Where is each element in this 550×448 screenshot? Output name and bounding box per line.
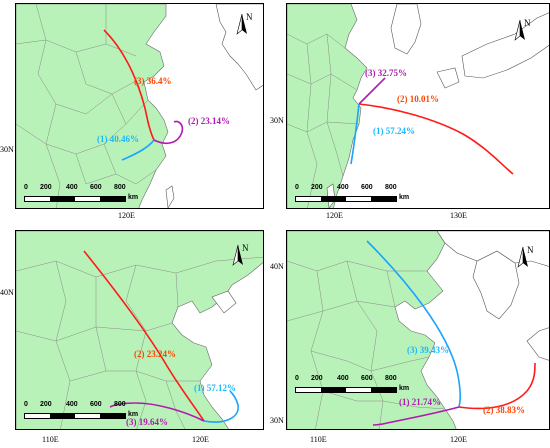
label-blue: (1) 57.24% xyxy=(373,126,415,136)
land-japan xyxy=(526,327,549,361)
north-letter: N xyxy=(524,18,531,28)
label-blue: (1) 40.46% xyxy=(97,134,139,144)
label-blue: (1) 57.12% xyxy=(194,383,236,393)
lat-label-tr: 30N xyxy=(270,116,284,125)
map-top-right: N xyxy=(287,4,549,208)
lon1-label-br: 110E xyxy=(310,435,327,444)
lat2-label-br: 30N xyxy=(270,416,284,425)
map-panel-top-right: N (3) 32.75% (2) 10.01% (1) 57.24% 0 200… xyxy=(286,3,550,209)
trajectory-red xyxy=(83,250,205,422)
map-panel-bottom-right: N (3) 39.43% (1) 21.74% (2) 38.83% 0 200… xyxy=(286,230,550,430)
land-korea xyxy=(215,4,263,91)
trajectory-red xyxy=(103,29,155,141)
province-borders xyxy=(287,33,360,208)
trajectory-blue xyxy=(350,103,360,165)
lon2-label-br: 120E xyxy=(450,435,467,444)
lon1-label-bl: 110E xyxy=(42,435,59,444)
land-mass xyxy=(287,4,368,208)
lon2-label-bl: 120E xyxy=(192,435,209,444)
lon2-label-tr: 130E xyxy=(450,211,467,220)
label-purple: (1) 21.74% xyxy=(399,397,441,407)
north-arrow: N xyxy=(514,18,531,41)
trajectory-purple xyxy=(372,406,460,426)
label-purple: (3) 32.75% xyxy=(365,68,407,78)
trajectory-purple xyxy=(153,120,184,145)
north-letter: N xyxy=(242,243,249,253)
trajectory-red xyxy=(358,103,514,175)
trajectory-blue xyxy=(366,240,462,408)
label-red: (3) 36.4% xyxy=(134,76,172,86)
scale-bar: 0 200 400 600 800 km xyxy=(295,375,410,393)
lon-label-tl: 120E xyxy=(118,211,135,220)
scale-bar: 0 200 400 600 800 km xyxy=(295,184,410,202)
label-blue: (3) 39.43% xyxy=(407,345,449,355)
label-red: (2) 23.24% xyxy=(134,349,176,359)
label-purple: (2) 23.14% xyxy=(188,116,230,126)
scale-bar: 0 200 400 600 800 km xyxy=(24,184,139,202)
map-bottom-right: N xyxy=(287,231,549,429)
lat-label-tl: 30N xyxy=(0,145,14,154)
land-mass xyxy=(16,231,263,429)
sea-bohai-inner xyxy=(211,290,237,314)
map-panel-top-left: N (3) 36.4% (1) 40.46% (2) 23.14% 0 200 … xyxy=(15,3,264,209)
province-borders xyxy=(16,256,263,429)
label-purple: (3) 19.64% xyxy=(126,417,168,427)
province-borders xyxy=(287,260,446,429)
map-panel-bottom-left: N (2) 23.24% (1) 57.12% (3) 19.64% 0 200… xyxy=(15,230,264,430)
map-top-left: N xyxy=(16,4,263,208)
land-japan xyxy=(461,12,549,79)
trajectory-blue xyxy=(203,390,239,423)
land-japan-south xyxy=(436,67,460,89)
label-red: (2) 10.01% xyxy=(397,94,439,104)
land-korea xyxy=(390,4,422,55)
north-arrow: N xyxy=(236,12,253,35)
province-borders xyxy=(16,4,157,208)
north-arrow: N xyxy=(232,243,249,266)
north-arrow: N xyxy=(517,245,534,268)
label-red: (2) 38.83% xyxy=(483,405,525,415)
scale-bar: 0 200 400 600 800 km xyxy=(24,401,139,419)
trajectory-red xyxy=(458,362,536,410)
trajectory-purple xyxy=(358,77,386,105)
lat-label-bl: 40N xyxy=(0,288,14,297)
north-letter: N xyxy=(246,12,253,22)
north-letter: N xyxy=(527,245,534,255)
lat1-label-br: 40N xyxy=(270,262,284,271)
lon1-label-tr: 120E xyxy=(326,211,343,220)
trajectory-purple xyxy=(109,402,205,422)
island-taiwan xyxy=(165,185,175,208)
map-bottom-left: N xyxy=(16,231,263,429)
trajectory-blue xyxy=(121,139,155,161)
